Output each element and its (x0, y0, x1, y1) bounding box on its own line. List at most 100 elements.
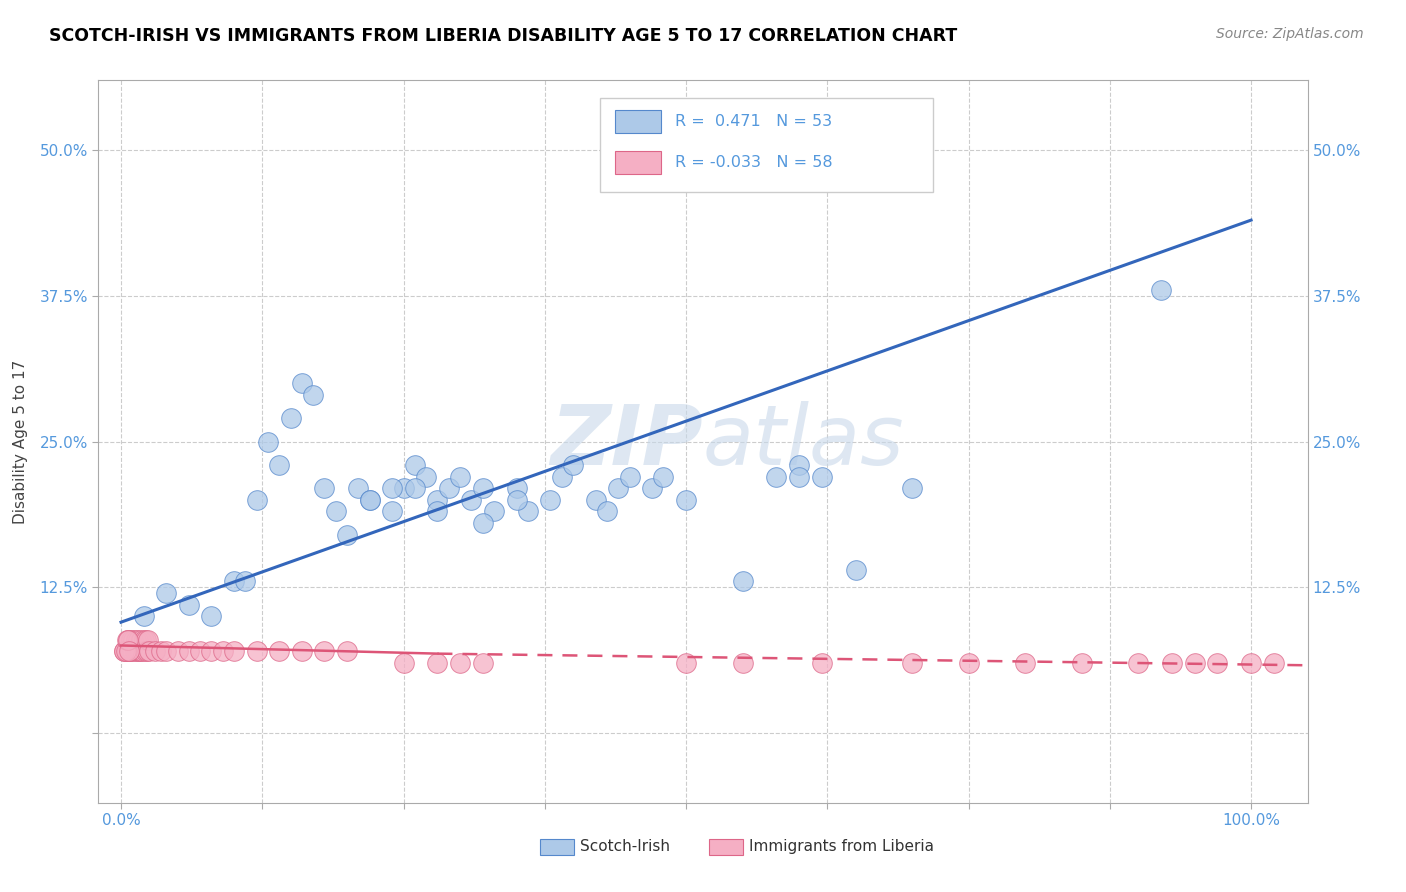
FancyBboxPatch shape (709, 838, 742, 855)
Point (641, 481, 664, 495)
Point (115, 632, 138, 647)
FancyBboxPatch shape (540, 838, 574, 855)
Point (222, 574, 245, 589)
Text: ZIP: ZIP (550, 401, 703, 482)
Point (291, 376, 314, 391)
Point (177, 644, 200, 658)
Point (188, 644, 211, 658)
Text: R = -0.033   N = 58: R = -0.033 N = 58 (675, 155, 832, 170)
Point (1161, 656, 1184, 670)
Point (135, 632, 157, 647)
Point (404, 458, 426, 472)
Point (120, 644, 142, 658)
Point (246, 492, 269, 507)
Point (134, 644, 156, 658)
Point (177, 598, 200, 612)
Point (314, 481, 336, 495)
Text: atlas: atlas (703, 401, 904, 482)
Point (149, 644, 172, 658)
Point (127, 632, 149, 647)
Point (731, 574, 754, 589)
Point (314, 644, 336, 658)
Point (112, 644, 135, 658)
Point (845, 563, 868, 577)
Point (1184, 656, 1206, 670)
FancyBboxPatch shape (614, 151, 661, 174)
Point (1263, 656, 1285, 670)
Point (112, 644, 135, 658)
Point (359, 492, 381, 507)
Point (596, 504, 619, 518)
Point (505, 492, 527, 507)
Point (143, 644, 166, 658)
Point (269, 644, 291, 658)
Point (381, 481, 404, 495)
Point (619, 469, 641, 483)
Point (652, 469, 675, 483)
Point (166, 644, 188, 658)
Point (1014, 656, 1036, 670)
Point (128, 644, 150, 658)
Point (901, 481, 924, 495)
Point (449, 469, 471, 483)
Point (1070, 656, 1092, 670)
Point (415, 469, 437, 483)
Point (359, 492, 381, 507)
Point (336, 528, 359, 542)
Point (1206, 656, 1229, 670)
Point (392, 481, 415, 495)
Point (765, 469, 787, 483)
FancyBboxPatch shape (600, 98, 932, 193)
Text: Scotch-Irish: Scotch-Irish (579, 839, 669, 855)
Y-axis label: Disability Age 5 to 17: Disability Age 5 to 17 (14, 359, 28, 524)
Point (901, 656, 924, 670)
Point (200, 644, 222, 658)
Point (122, 632, 145, 647)
Text: SCOTCH-IRISH VS IMMIGRANTS FROM LIBERIA DISABILITY AGE 5 TO 17 CORRELATION CHART: SCOTCH-IRISH VS IMMIGRANTS FROM LIBERIA … (49, 27, 957, 45)
Point (132, 632, 155, 647)
Point (392, 656, 415, 670)
Text: Immigrants from Liberia: Immigrants from Liberia (749, 839, 934, 855)
Point (336, 644, 359, 658)
Point (449, 656, 471, 670)
Point (222, 644, 245, 658)
Point (115, 644, 138, 658)
Point (482, 504, 505, 518)
Point (125, 632, 148, 647)
Point (131, 632, 153, 647)
Point (257, 434, 280, 449)
Point (121, 644, 143, 658)
Point (233, 574, 256, 589)
Point (471, 516, 494, 530)
Point (269, 458, 291, 472)
Point (125, 644, 148, 658)
Point (1126, 656, 1149, 670)
Point (117, 632, 139, 647)
Point (505, 481, 527, 495)
Point (1150, 283, 1173, 297)
Point (675, 492, 697, 507)
Point (426, 504, 449, 518)
Point (131, 644, 153, 658)
Point (471, 656, 494, 670)
Point (291, 644, 314, 658)
Point (426, 656, 449, 670)
Point (538, 492, 561, 507)
Point (117, 632, 139, 647)
Point (118, 644, 141, 658)
Point (211, 644, 233, 658)
Point (246, 644, 269, 658)
Point (138, 644, 160, 658)
Point (132, 609, 155, 624)
Point (675, 656, 697, 670)
Point (325, 504, 347, 518)
Point (155, 644, 177, 658)
Point (810, 656, 832, 670)
Point (1240, 656, 1263, 670)
Point (516, 504, 538, 518)
Point (585, 492, 607, 507)
Point (302, 388, 325, 402)
Point (731, 656, 754, 670)
Point (347, 481, 370, 495)
Point (551, 469, 574, 483)
